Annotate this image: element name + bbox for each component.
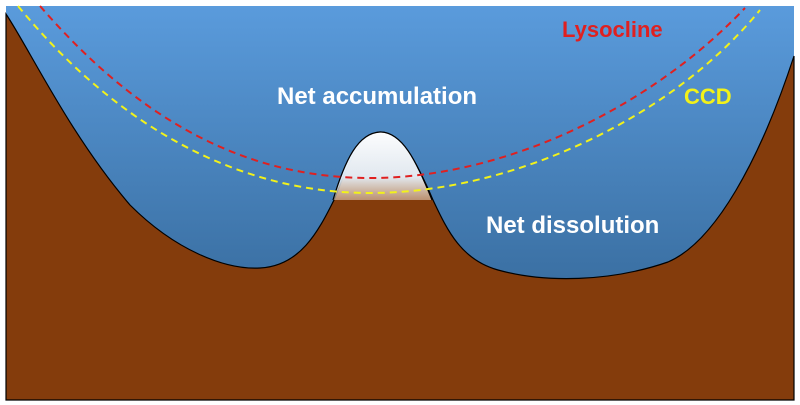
lysocline-label: Lysocline — [562, 17, 663, 42]
ccd-line — [17, 5, 761, 195]
peak-outline — [332, 131, 433, 201]
net-accumulation-label: Net accumulation — [277, 83, 477, 110]
ccd-label: CCD — [684, 84, 732, 109]
lysocline-line — [39, 5, 746, 180]
net-dissolution-label: Net dissolution — [486, 212, 659, 239]
